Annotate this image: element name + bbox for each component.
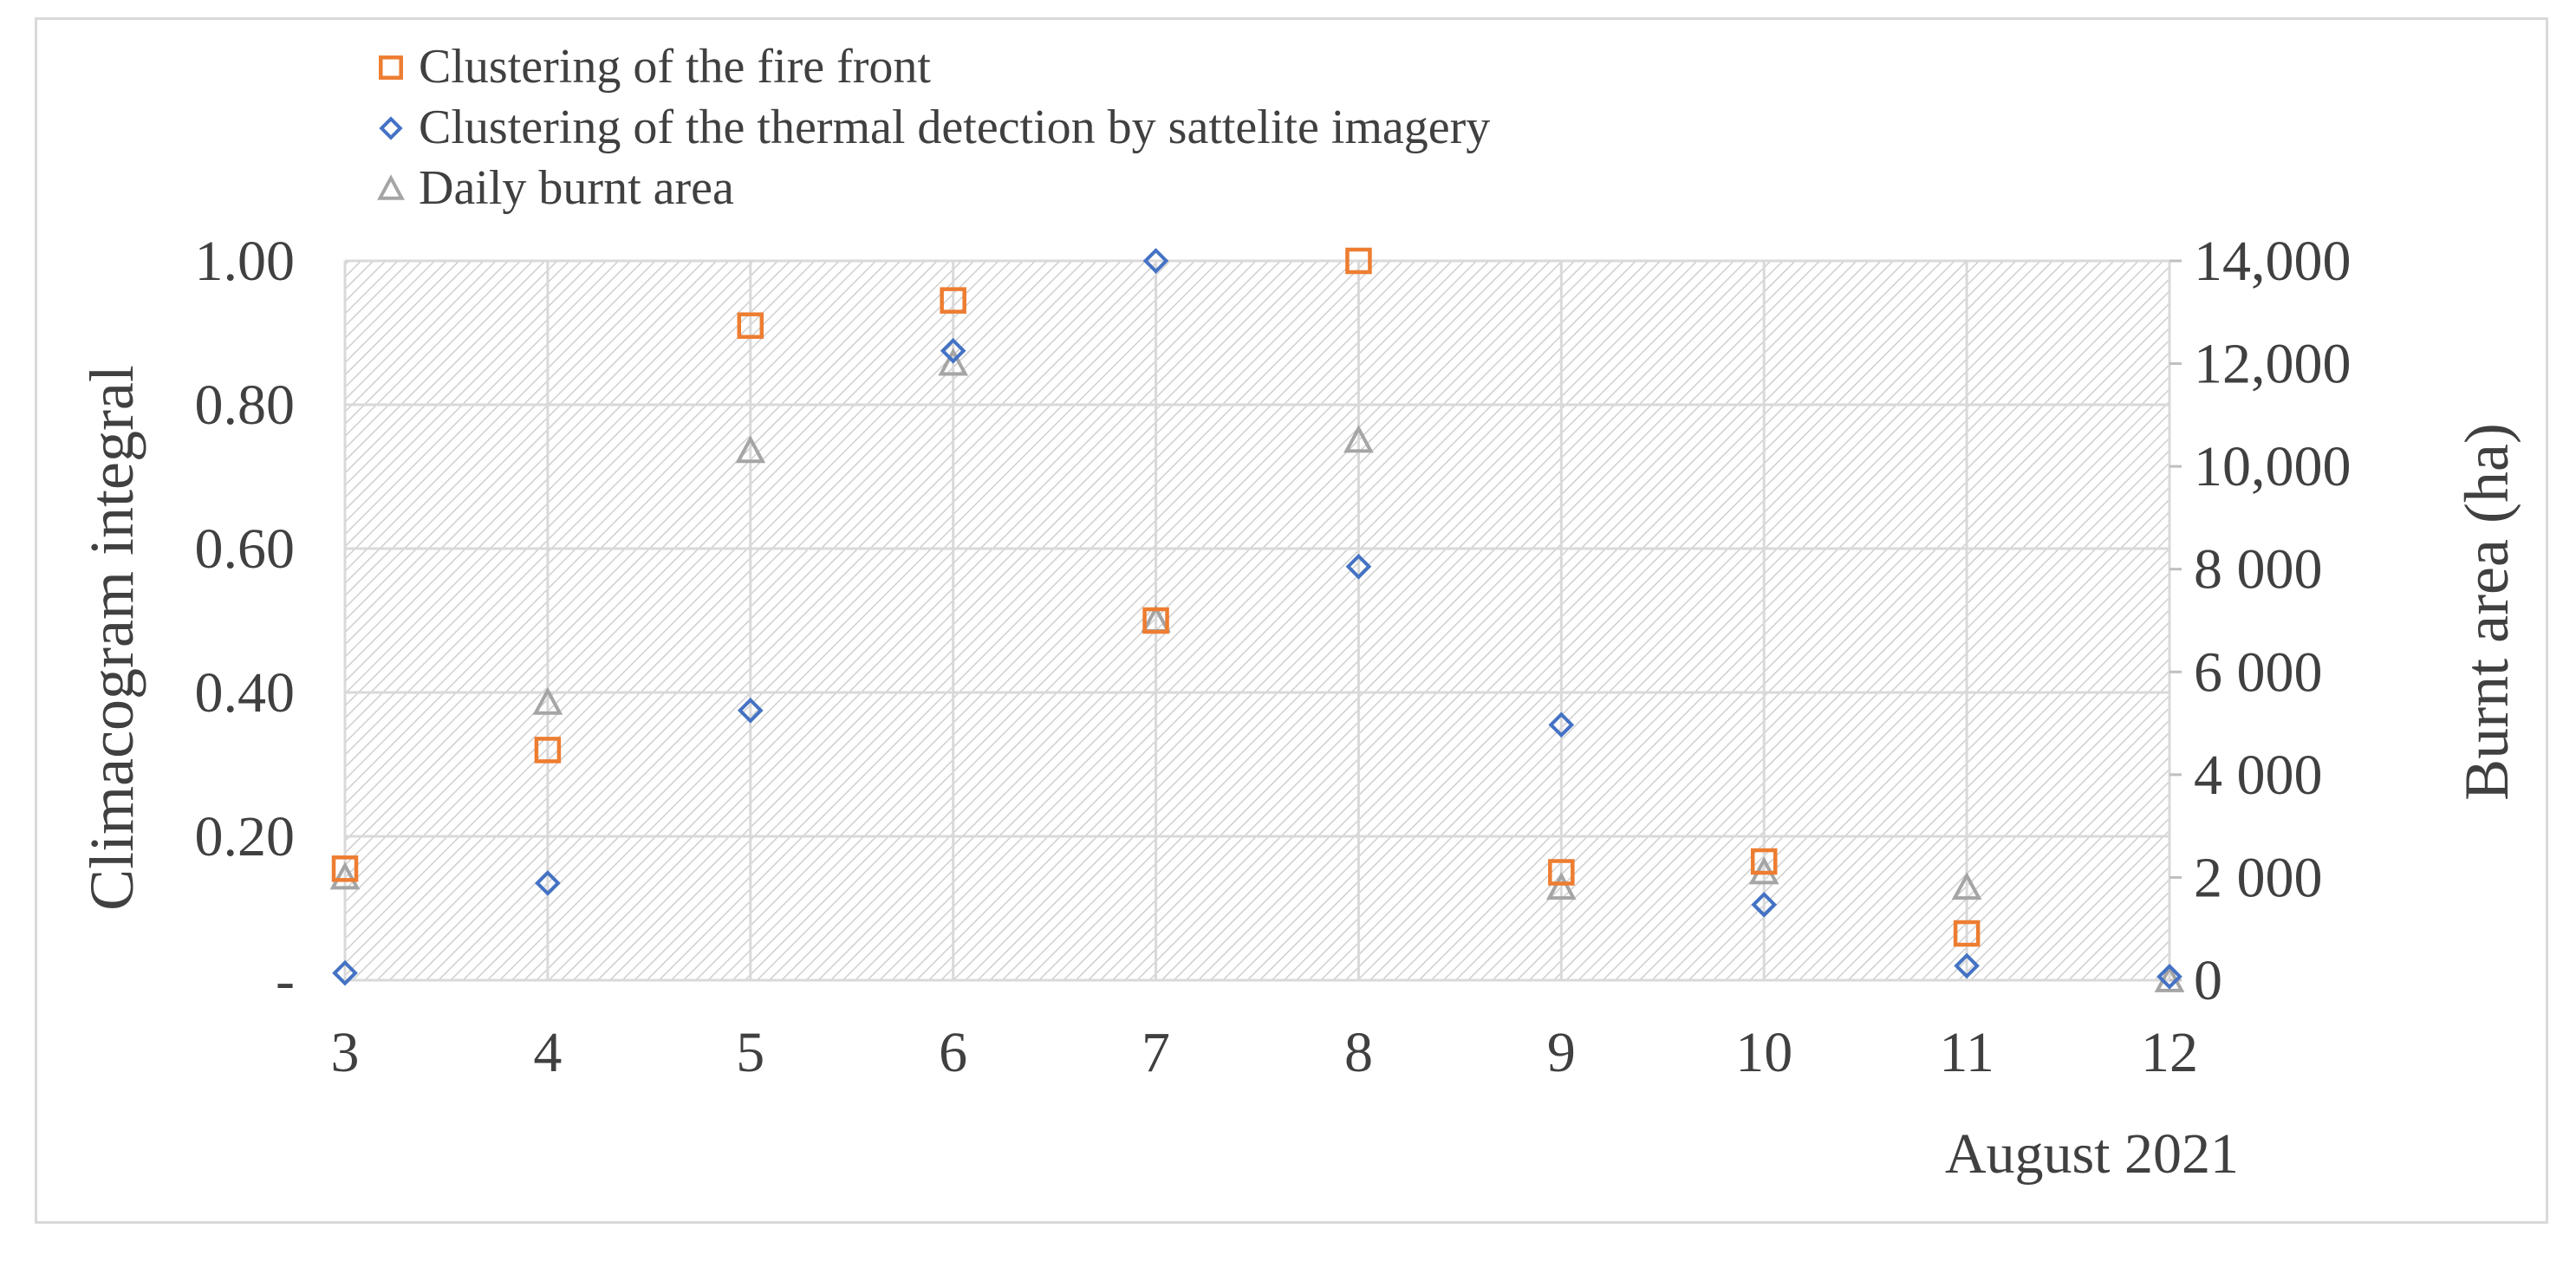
y2-tick-label: 14,000 [2194,230,2352,293]
y2-tick-label: 6 000 [2194,640,2323,704]
y2-tick-label: 8 000 [2194,538,2323,601]
series-triangle [329,348,2185,992]
x-axis-ticks: 3 4 5 6 7 8 9 10 11 12 [331,1021,2199,1084]
y-tick-label: 0.20 [195,805,296,868]
series-square [331,247,1981,947]
legend-entry-label: Daily burnt area [419,161,734,215]
y2-tick-label: 2 000 [2194,846,2323,909]
x-tick-label: 3 [331,1021,360,1084]
x-tick-label: 4 [533,1021,562,1084]
triangle-point [532,686,563,715]
scatter-chart: - 0.20 0.40 0.60 0.80 1.00 0 2 000 4 000 6 000 8 … [77,40,2521,1186]
diamond-point [1345,553,1372,580]
diamond-point [1142,248,1169,274]
y-tick-label: 0.40 [195,661,296,725]
square-point [331,855,359,882]
diamond-point [1751,892,1778,918]
y2-tick-label: 12,000 [2194,333,2352,396]
square-point [1953,920,1981,947]
triangle-point [938,348,969,376]
square-point [1345,247,1372,275]
y-tick-label: 1.00 [195,230,296,293]
diamond-point [535,870,561,896]
chart-frame: - 0.20 0.40 0.60 0.80 1.00 0 2 000 4 000 6 000 8 … [35,17,2548,1224]
y-tick-label: 0.80 [195,374,296,437]
y-tick-label: - [276,949,295,1012]
y-axis-title: Climacogram integral [77,365,146,911]
triangle-point [329,861,361,890]
x-tick-label: 7 [1142,1021,1170,1084]
triangle-point [1951,872,1982,900]
legend-entry-label: Clustering of the fire front [419,40,931,94]
diamond-point [1548,712,1575,738]
right-axis-ticks: 0 2 000 4 000 6 000 8 000 10,000 12,000 14,000 [2169,230,2352,1012]
x-axis-title: August 2021 [1945,1122,2239,1186]
legend-marker-triangle [377,174,405,200]
x-tick-label: 6 [939,1021,967,1084]
triangle-point [1343,425,1374,453]
y2-axis-title: Burnt area (ha) [2452,423,2521,801]
legend-marker-square [379,55,403,80]
square-point [1142,607,1169,634]
diamond-point [332,959,358,986]
legend-entry-label: Clustering of the thermal detection by s… [419,101,1490,154]
x-tick-label: 10 [1735,1021,1792,1084]
left-axis-ticks: - 0.20 0.40 0.60 0.80 1.00 [195,230,296,1012]
series-diamond [332,248,2182,990]
diamond-point [1954,952,1980,979]
y-tick-label: 0.60 [195,517,296,581]
y2-tick-label: 10,000 [2194,435,2352,498]
square-point [737,312,764,339]
square-point [1548,859,1575,886]
diamond-point [737,697,764,724]
square-point [940,287,966,314]
triangle-point [735,435,766,464]
x-tick-label: 5 [736,1021,764,1084]
diamond-point [940,337,966,364]
x-tick-label: 11 [1939,1021,1994,1084]
square-point [1750,848,1778,875]
x-tick-label: 12 [2141,1021,2198,1084]
diamond-point [2156,964,2182,990]
square-point [534,737,562,764]
legend-marker-diamond [379,116,403,140]
y2-tick-label: 0 [2194,949,2222,1012]
x-tick-label: 8 [1344,1021,1373,1084]
plot-area [345,261,2169,980]
x-tick-label: 9 [1547,1021,1576,1084]
y2-tick-label: 4 000 [2194,744,2323,807]
legend: Clustering of the fire front Clustering o… [377,40,1490,215]
data-marks [329,247,2185,992]
triangle-point [1545,872,1577,900]
